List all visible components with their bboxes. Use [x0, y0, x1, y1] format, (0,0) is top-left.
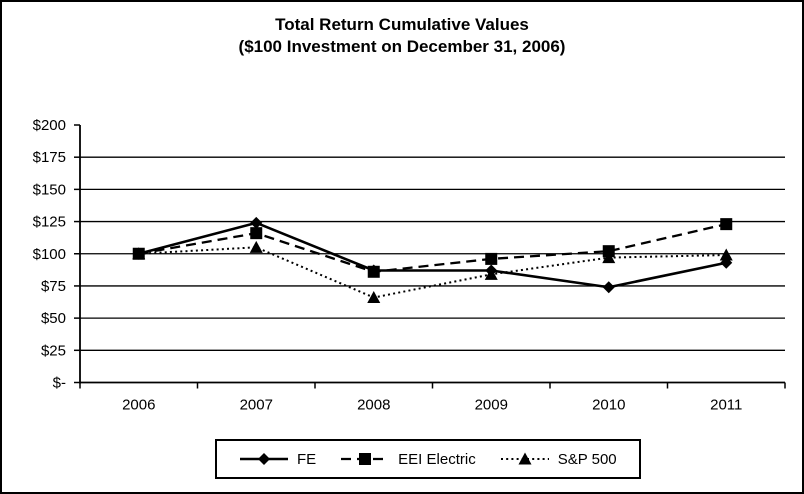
marker-s-p-500-2009 [484, 267, 498, 280]
x-axis-label: 2007 [240, 397, 273, 414]
marker-eei-electric-2008 [367, 265, 380, 278]
marker-s-p-500-2010 [602, 251, 616, 264]
series-line-s-p-500 [138, 246, 727, 299]
legend-label-fe: FE [297, 450, 317, 468]
x-axis-label: 2008 [357, 397, 390, 414]
y-axis-label: $25 [41, 342, 66, 359]
x-axis-label: 2011 [710, 397, 742, 414]
legend-label-eei-electric: EEI Electric [398, 450, 476, 468]
marker-fe-2007 [250, 216, 263, 229]
x-axis-label: 2010 [592, 397, 625, 414]
y-axis-label: $175 [33, 149, 66, 166]
legend-sample-marker-square [359, 453, 372, 465]
marker-eei-electric-2009 [485, 252, 498, 265]
marker-s-p-500-2011 [719, 248, 733, 261]
legend-item-fe: FE [239, 451, 316, 468]
legend-item-s-p-500: S&P 500 [500, 451, 617, 468]
series-line-fe [138, 221, 727, 289]
marker-s-p-500-2007 [249, 240, 263, 253]
legend-triangle-dotted-line-icon [500, 452, 549, 465]
legend-sample-marker-diamond [258, 453, 270, 465]
marker-eei-electric-2007 [250, 227, 263, 240]
legend-square-dashed-line-icon [341, 453, 390, 465]
y-axis-label: $- [53, 375, 66, 392]
legend-label-s-p-500: S&P 500 [557, 450, 617, 468]
y-axis-label: $50 [41, 310, 66, 327]
chart-title-line1: Total Return Cumulative Values [275, 15, 529, 34]
chart-title-line2: ($100 Investment on December 31, 2006) [238, 37, 566, 56]
marker-eei-electric-2011 [720, 218, 733, 231]
legend-diamond-solid-line-icon [240, 453, 288, 465]
x-axis-label: 2009 [475, 397, 508, 414]
y-axis-label: $100 [33, 246, 66, 263]
marker-s-p-500-2008 [367, 291, 381, 304]
marker-s-p-500-2006 [132, 247, 146, 260]
chart-legend: FE EEI Electric S&P 500 [215, 439, 641, 479]
x-axis-label: 2006 [122, 397, 155, 414]
legend-item-eei-electric: EEI Electric [340, 451, 476, 468]
y-axis-label: $125 [33, 214, 66, 231]
y-axis-label: $200 [33, 117, 66, 134]
chart-title: Total Return Cumulative Values ($100 Inv… [2, 14, 802, 58]
series-line-eei-electric [138, 223, 727, 273]
y-axis-label: $75 [41, 278, 66, 295]
marker-fe-2010 [602, 281, 615, 294]
legend-sample-marker-triangle [518, 452, 532, 465]
y-axis-label: $150 [33, 181, 66, 198]
